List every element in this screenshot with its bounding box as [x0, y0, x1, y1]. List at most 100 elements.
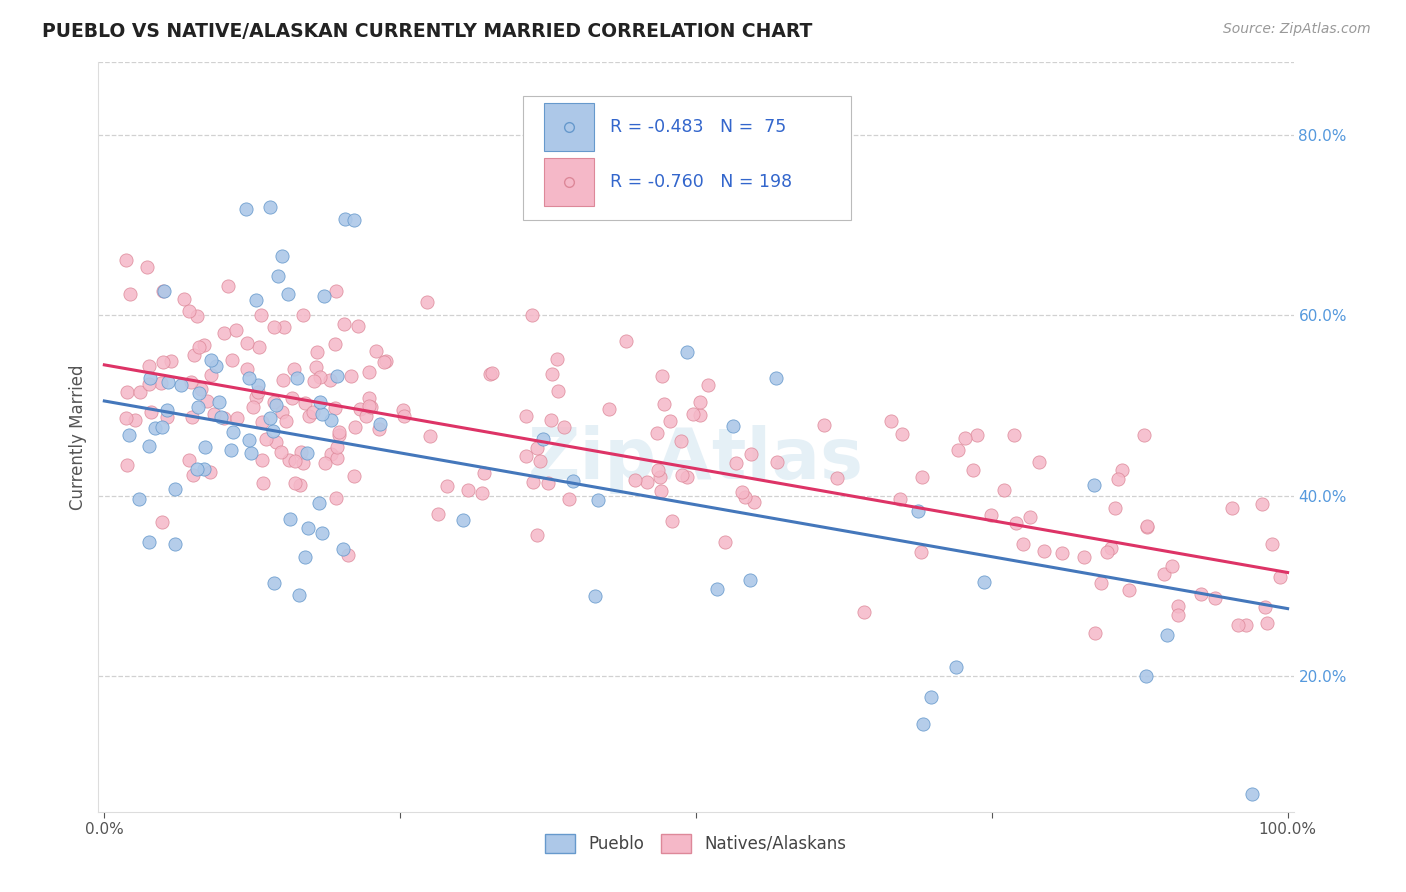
Point — [1005, 516, 1028, 530]
Point — [1135, 669, 1157, 683]
Point — [225, 323, 247, 337]
Point — [1136, 519, 1159, 533]
Point — [187, 400, 209, 414]
Point — [1167, 599, 1189, 614]
Point — [319, 413, 342, 427]
Point — [515, 449, 537, 463]
Point — [827, 471, 849, 485]
Point — [661, 514, 683, 528]
FancyBboxPatch shape — [544, 103, 595, 152]
Point — [186, 309, 208, 323]
Point — [314, 289, 336, 303]
FancyBboxPatch shape — [523, 96, 852, 219]
Point — [1156, 628, 1178, 642]
Point — [292, 456, 315, 470]
Point — [212, 410, 235, 425]
Point — [676, 345, 699, 359]
Point — [359, 399, 381, 413]
Point — [1241, 787, 1264, 801]
Point — [973, 575, 995, 590]
Point — [139, 371, 162, 385]
Point — [273, 320, 295, 334]
Point — [343, 469, 366, 483]
Point — [238, 434, 260, 448]
Point — [1167, 608, 1189, 623]
Point — [179, 304, 201, 318]
Point — [193, 462, 215, 476]
Point — [165, 537, 187, 551]
Point — [333, 317, 356, 331]
Point — [515, 409, 537, 423]
Point — [283, 361, 305, 376]
Point — [706, 582, 728, 596]
Point — [1032, 543, 1054, 558]
Point — [115, 458, 138, 473]
Point — [354, 409, 377, 424]
Point — [1084, 626, 1107, 640]
Point — [740, 574, 762, 588]
Point — [675, 469, 697, 483]
Point — [181, 410, 204, 425]
Point — [1107, 472, 1129, 486]
Point — [252, 476, 274, 491]
Point — [910, 545, 932, 559]
Point — [645, 425, 668, 440]
Point — [277, 287, 299, 301]
Point — [1095, 545, 1118, 559]
Point — [212, 326, 235, 340]
Point — [250, 308, 273, 322]
Point — [326, 369, 349, 384]
Point — [336, 548, 359, 562]
Point — [270, 405, 292, 419]
Point — [346, 318, 368, 333]
Point — [740, 447, 762, 461]
Point — [180, 375, 202, 389]
Point — [311, 407, 333, 421]
Point — [537, 476, 560, 491]
Point — [326, 450, 349, 465]
Point — [115, 410, 138, 425]
Point — [302, 374, 325, 388]
Point — [294, 550, 316, 565]
Point — [128, 492, 150, 507]
Point — [129, 385, 152, 400]
Point — [920, 690, 942, 704]
Point — [1261, 537, 1284, 551]
Point — [221, 425, 243, 440]
Point — [250, 415, 273, 429]
Point — [328, 425, 350, 439]
Point — [297, 520, 319, 534]
Point — [1161, 558, 1184, 573]
Point — [658, 414, 681, 428]
Point — [650, 483, 672, 498]
Point — [150, 420, 173, 434]
Point — [149, 376, 172, 391]
Point — [1104, 501, 1126, 516]
Point — [1256, 616, 1278, 631]
Point — [540, 413, 562, 427]
Point — [200, 368, 222, 382]
Point — [186, 462, 208, 476]
Point — [290, 444, 312, 458]
Point — [360, 401, 382, 415]
Point — [1083, 478, 1105, 492]
Point — [295, 446, 318, 460]
Point — [245, 293, 267, 307]
Point — [274, 414, 297, 428]
Point — [115, 253, 138, 268]
Point — [181, 468, 204, 483]
Point — [479, 367, 502, 381]
Point — [262, 424, 284, 438]
Point — [852, 605, 875, 619]
Point — [193, 338, 215, 352]
Point — [1028, 454, 1050, 468]
Point — [966, 428, 988, 442]
Point — [945, 660, 967, 674]
Point — [284, 454, 307, 468]
Point — [426, 507, 449, 521]
Point — [359, 391, 381, 405]
Point — [349, 401, 371, 416]
Point — [311, 526, 333, 541]
Point — [374, 354, 396, 368]
Point — [183, 348, 205, 362]
